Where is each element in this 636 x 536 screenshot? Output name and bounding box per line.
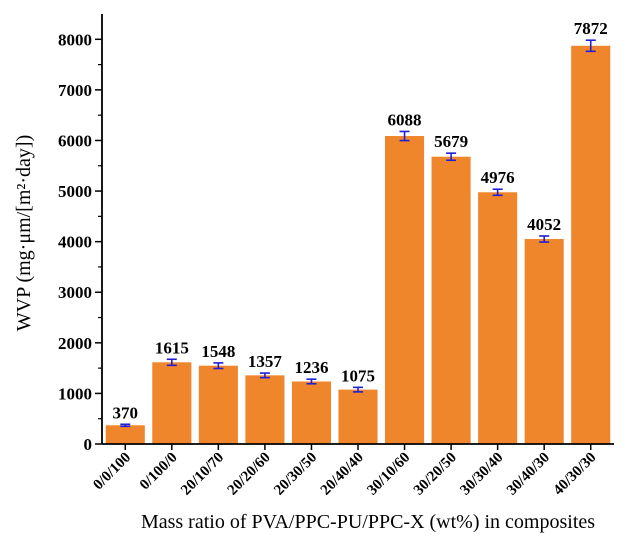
x-tick-label-2: 0/100/0 <box>137 450 181 494</box>
bar-4 <box>245 375 285 444</box>
data-label-3: 1548 <box>201 342 235 361</box>
x-tick-label-4: 20/20/60 <box>225 450 274 499</box>
y-tick-label-7: 6000 <box>58 131 92 150</box>
y-tick-label-4: 3000 <box>58 283 92 302</box>
data-label-5: 1236 <box>294 358 328 377</box>
x-tick-label-8: 30/20/50 <box>411 450 460 499</box>
y-tick-label-1: 0 <box>84 435 93 454</box>
bar-9 <box>478 192 518 444</box>
x-tick-label-7: 30/10/60 <box>364 450 413 499</box>
x-tick-label-10: 30/40/30 <box>504 450 553 499</box>
y-tick-label-5: 4000 <box>58 233 92 252</box>
x-axis-title: Mass ratio of PVA/PPC-PU/PPC-X (wt%) in … <box>141 511 595 533</box>
y-axis-title: WVP (mg·μm/[m²·day]) <box>13 135 35 331</box>
bar-7 <box>385 136 425 444</box>
x-tick-label-11: 40/30/30 <box>551 450 600 499</box>
y-tick-label-2: 1000 <box>58 384 92 403</box>
axes-layer <box>95 14 614 450</box>
bar-2 <box>152 362 192 444</box>
data-label-6: 1075 <box>341 366 375 385</box>
y-tick-label-8: 7000 <box>58 81 92 100</box>
x-tick-label-3: 20/10/70 <box>178 450 227 499</box>
x-tick-label-6: 20/40/40 <box>318 450 367 499</box>
bars-layer <box>105 39 611 445</box>
bar-10 <box>524 239 564 444</box>
data-label-9: 4976 <box>481 168 515 187</box>
bar-3 <box>198 365 238 444</box>
data-label-4: 1357 <box>248 352 283 371</box>
bar-8 <box>431 156 471 444</box>
data-label-1: 370 <box>113 403 139 422</box>
bar-11 <box>571 45 611 445</box>
y-tick-label-6: 5000 <box>58 182 92 201</box>
data-label-11: 7872 <box>574 19 608 38</box>
y-tick-label-9: 8000 <box>58 30 92 49</box>
bar-6 <box>338 389 378 444</box>
bar-5 <box>291 381 332 444</box>
y-tick-label-3: 2000 <box>58 334 92 353</box>
x-tick-label-9: 30/30/40 <box>457 450 506 499</box>
data-label-10: 4052 <box>527 215 561 234</box>
data-label-8: 5679 <box>434 132 468 151</box>
data-label-2: 1615 <box>155 338 189 357</box>
x-tick-label-5: 20/30/50 <box>271 450 320 499</box>
bar-1 <box>105 425 145 444</box>
x-tick-label-1: 0/0/100 <box>90 450 134 494</box>
data-label-7: 6088 <box>388 110 422 129</box>
